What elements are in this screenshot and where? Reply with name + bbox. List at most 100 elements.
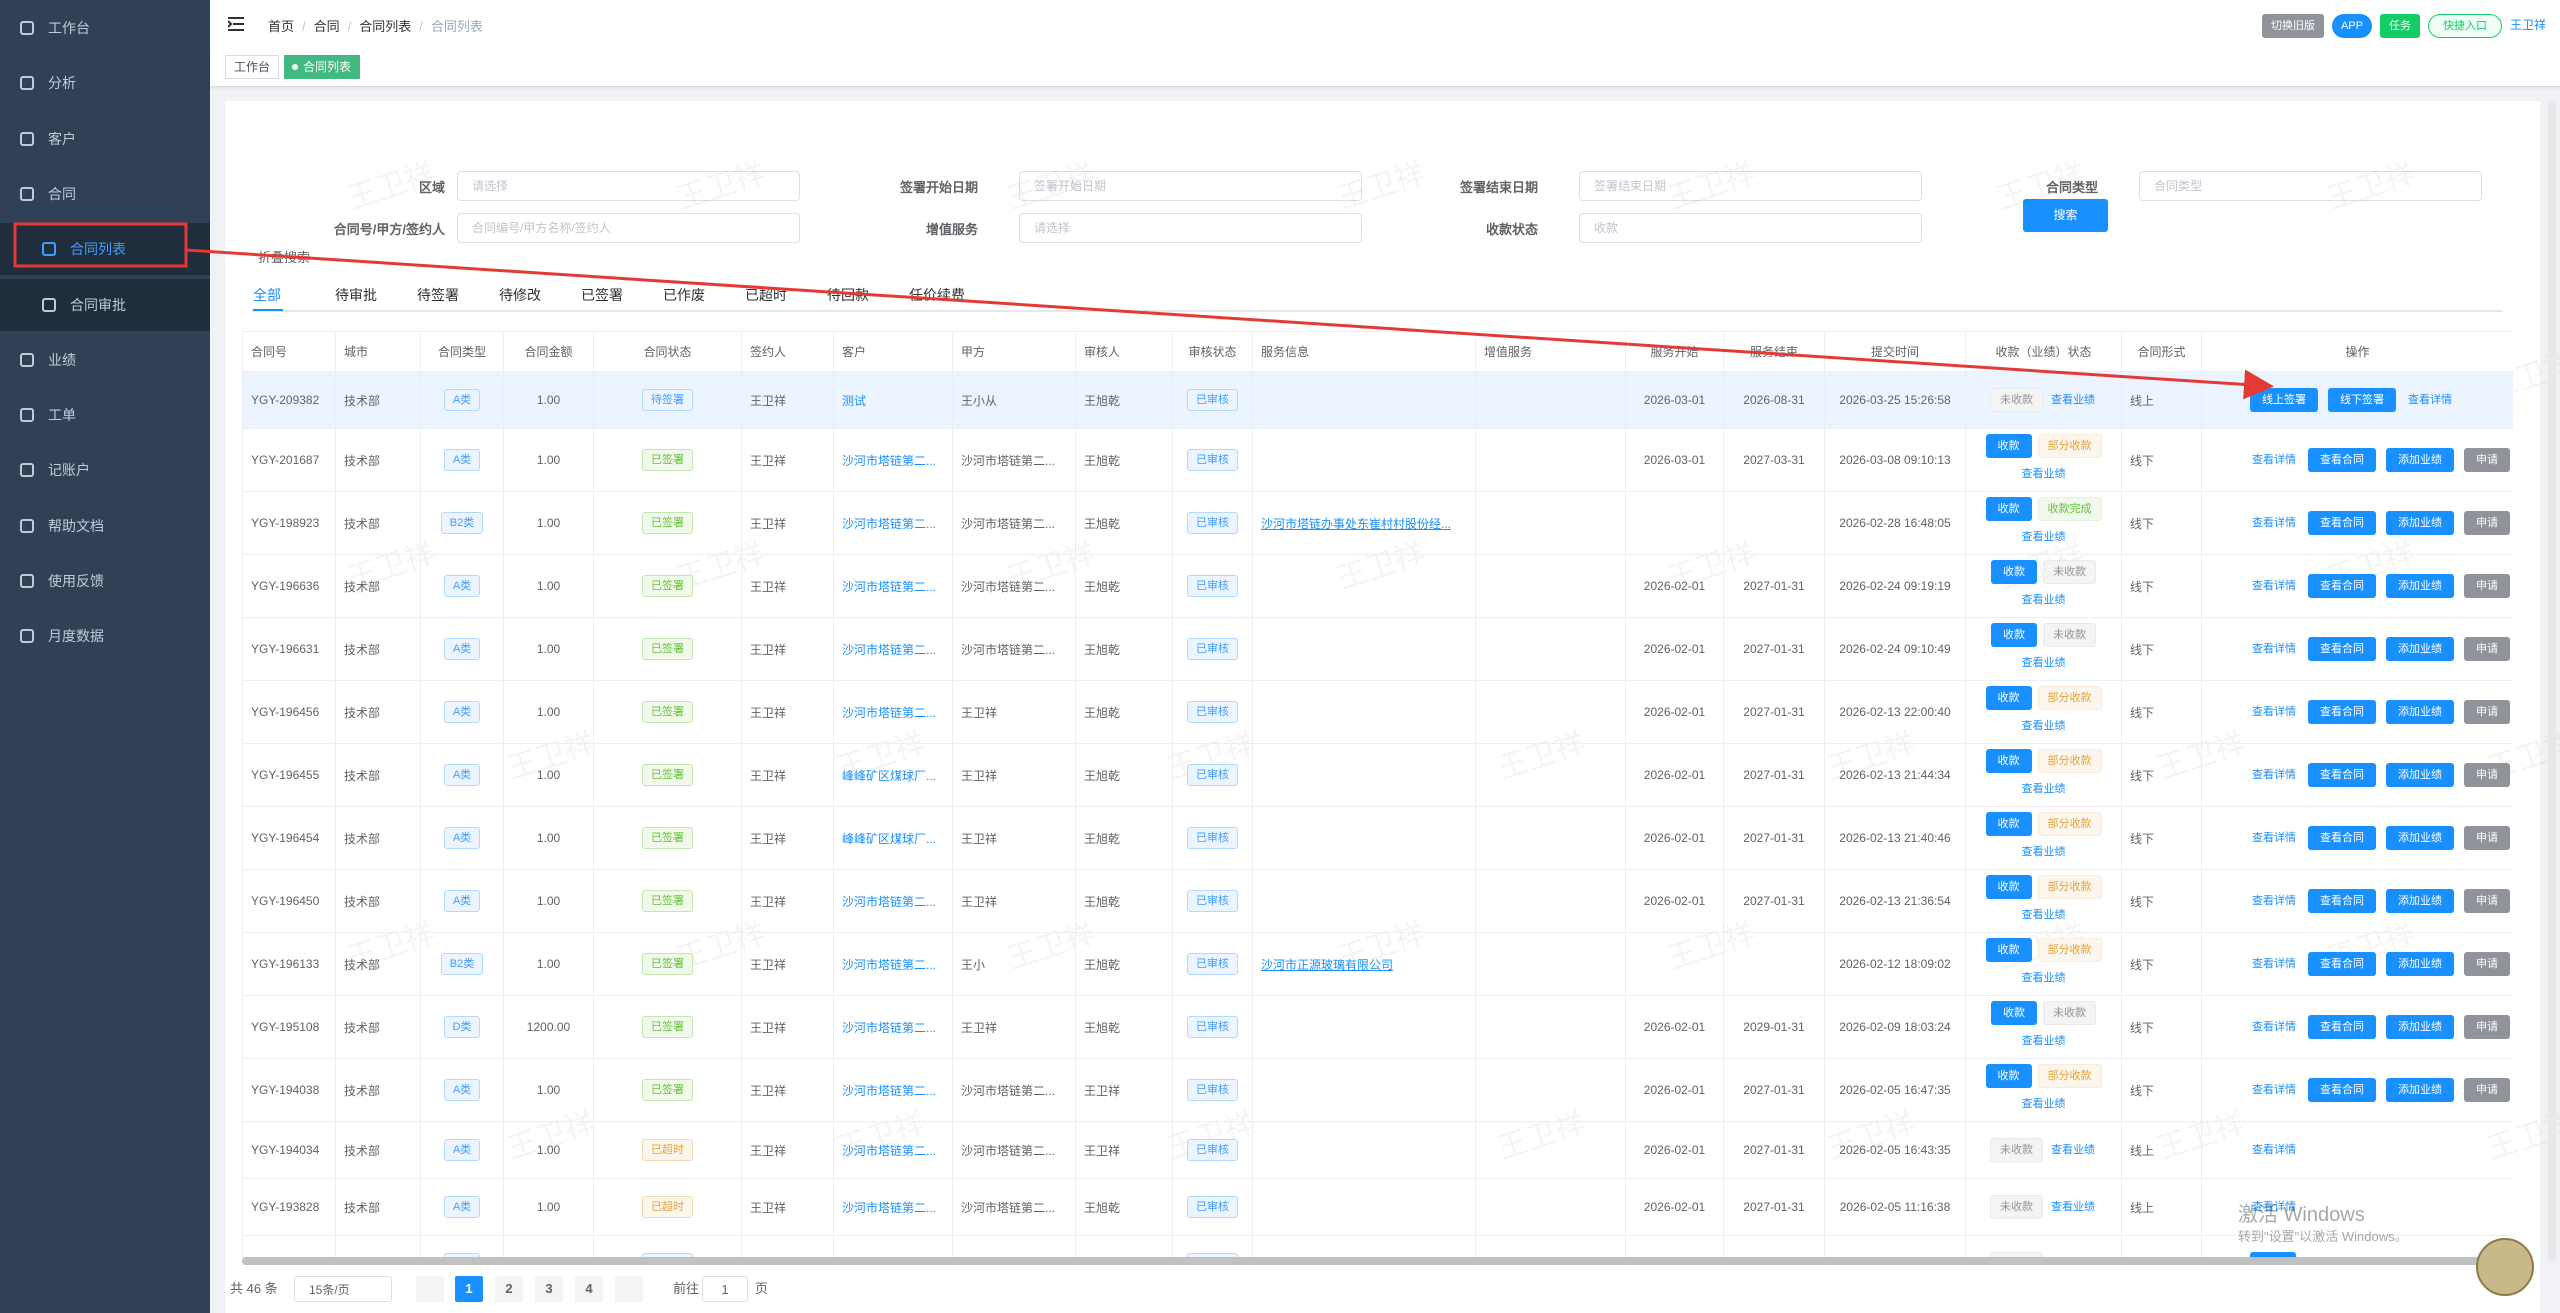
link-button[interactable]: 查看业绩	[2021, 783, 2066, 795]
button[interactable]: 收款	[1985, 686, 2032, 710]
tag-view-item[interactable]: 合同列表	[284, 55, 361, 79]
cell-link[interactable]: 沙河市塔链第二...	[842, 957, 937, 972]
button[interactable]: 添加业绩	[2386, 574, 2454, 598]
button[interactable]: 查看合同	[2308, 574, 2376, 598]
collapse-toggle[interactable]: 折叠搜索	[258, 250, 311, 265]
link-button[interactable]: 查看业绩	[2021, 909, 2066, 921]
breadcrumb-item[interactable]: 合同	[313, 19, 340, 34]
v-scrollbar[interactable]	[2548, 101, 2556, 1261]
status-tab[interactable]: 待回款	[827, 287, 869, 303]
button[interactable]: 查看合同	[2308, 763, 2376, 787]
page-size-select[interactable]: 15条/页	[294, 1276, 392, 1302]
status-tab[interactable]: 待审批	[335, 287, 377, 303]
menu-item[interactable]: 帮助文档	[0, 500, 210, 552]
button[interactable]: 收款	[1985, 749, 2032, 773]
input[interactable]: 签署开始日期	[1019, 171, 1362, 201]
button[interactable]: 收款	[1985, 812, 2032, 836]
page-number[interactable]: 3	[535, 1276, 563, 1302]
cell-link[interactable]: 沙河市塔链第二...	[842, 579, 937, 594]
button[interactable]: 添加业绩	[2386, 637, 2454, 661]
status-tab[interactable]: 待修改	[499, 287, 541, 303]
input[interactable]: 合同类型	[2139, 171, 2482, 201]
link-button[interactable]: 查看详情	[2252, 1084, 2296, 1096]
button[interactable]: 添加业绩	[2386, 763, 2454, 787]
cell-link[interactable]: 沙河市塔链办事处东崔村村股份经...	[1261, 516, 1452, 531]
status-tab[interactable]: 已作废	[663, 287, 705, 303]
button[interactable]: 预览	[2250, 1252, 2296, 1257]
button[interactable]: 添加业绩	[2386, 1015, 2454, 1039]
button[interactable]: 查看合同	[2308, 1015, 2376, 1039]
button[interactable]: 收款	[1985, 497, 2032, 521]
button[interactable]: 申请	[2464, 889, 2510, 913]
button[interactable]: 收款	[1991, 1001, 2037, 1025]
button[interactable]: 申请	[2464, 1078, 2510, 1102]
header-button[interactable]: APP	[2331, 14, 2372, 38]
breadcrumb-item[interactable]: 合同列表	[359, 19, 412, 34]
button[interactable]: 添加业绩	[2386, 889, 2454, 913]
link-button[interactable]: 查看详情	[2252, 832, 2296, 844]
link-button[interactable]: 查看业绩	[2051, 394, 2095, 406]
button[interactable]: 添加业绩	[2386, 511, 2454, 535]
button[interactable]: 申请	[2464, 763, 2510, 787]
cell-link[interactable]: 峰峰矿区煤球厂...	[842, 768, 937, 783]
menu-item[interactable]: 业绩	[0, 334, 210, 386]
link-button[interactable]: 查看详情	[2408, 394, 2452, 406]
button[interactable]: 查看合同	[2308, 889, 2376, 913]
prev-page[interactable]	[416, 1276, 444, 1302]
button[interactable]: 申请	[2464, 511, 2510, 535]
button[interactable]: 申请	[2464, 637, 2510, 661]
button[interactable]: 收款	[1991, 560, 2037, 584]
cell-link[interactable]: 沙河市塔链第二...	[842, 894, 937, 909]
search-button[interactable]: 搜索	[2023, 199, 2108, 232]
button[interactable]: 申请	[2464, 574, 2510, 598]
menu-toggle[interactable]	[228, 16, 246, 32]
button[interactable]: 申请	[2464, 952, 2510, 976]
input[interactable]: 签署结束日期	[1579, 171, 1922, 201]
button[interactable]: 查看合同	[2308, 700, 2376, 724]
link-button[interactable]: 查看业绩	[2021, 657, 2066, 669]
cell-link[interactable]: 沙河市塔链第二...	[842, 1083, 937, 1098]
button[interactable]: 添加业绩	[2386, 700, 2454, 724]
button[interactable]: 线上签署	[2250, 388, 2318, 412]
link-button[interactable]: 查看详情	[2252, 769, 2296, 781]
link-button[interactable]: 查看详情	[2252, 895, 2296, 907]
button[interactable]: 收款	[1985, 875, 2032, 899]
link-button[interactable]: 查看业绩	[2021, 720, 2066, 732]
input[interactable]: 请选择	[457, 171, 800, 201]
link-button[interactable]: 查看业绩	[2021, 594, 2066, 606]
breadcrumb-item[interactable]: 首页	[268, 19, 295, 34]
cell-link[interactable]: 峰峰矿区煤球厂...	[842, 831, 937, 846]
cell-link[interactable]: 沙河市塔链第二...	[842, 705, 937, 720]
link-button[interactable]: 查看详情	[2252, 517, 2296, 529]
button[interactable]: 收款	[1985, 434, 2032, 458]
button[interactable]: 添加业绩	[2386, 826, 2454, 850]
link-button[interactable]: 查看详情	[2252, 1021, 2296, 1033]
input[interactable]: 请选择	[1019, 213, 1362, 243]
button[interactable]: 收款	[1985, 1064, 2032, 1088]
button[interactable]: 查看合同	[2308, 448, 2376, 472]
cell-link[interactable]: 沙河市塔链第二...	[842, 642, 937, 657]
status-tab[interactable]: 任价续费	[909, 287, 965, 303]
cell-link[interactable]: 沙河市塔链第二...	[842, 1020, 937, 1035]
page-number[interactable]: 2	[495, 1276, 523, 1302]
menu-item[interactable]: 合同	[0, 168, 210, 220]
cell-link[interactable]: 沙河市正源玻璃有限公司	[1261, 957, 1394, 972]
menu-item[interactable]: 工单	[0, 389, 210, 441]
button[interactable]: 申请	[2464, 448, 2510, 472]
menu-item[interactable]: 合同审批	[0, 278, 210, 331]
menu-item[interactable]: 使用反馈	[0, 555, 210, 607]
menu-item[interactable]: 合同列表	[0, 223, 210, 276]
next-page[interactable]	[615, 1276, 643, 1302]
user-name[interactable]: 王卫祥	[2509, 18, 2546, 32]
link-button[interactable]: 查看业绩	[2021, 468, 2066, 480]
link-button[interactable]: 查看业绩	[2021, 1035, 2066, 1047]
button[interactable]: 添加业绩	[2386, 952, 2454, 976]
button[interactable]: 查看合同	[2308, 1078, 2376, 1102]
button[interactable]: 添加业绩	[2386, 448, 2454, 472]
input[interactable]: 收款	[1579, 213, 1922, 243]
button[interactable]: 收款	[1985, 938, 2032, 962]
button[interactable]: 查看合同	[2308, 637, 2376, 661]
link-button[interactable]: 查看业绩	[2051, 1144, 2095, 1156]
scroll-thumb[interactable]	[242, 1257, 2513, 1265]
link-button[interactable]: 查看业绩	[2021, 1098, 2066, 1110]
